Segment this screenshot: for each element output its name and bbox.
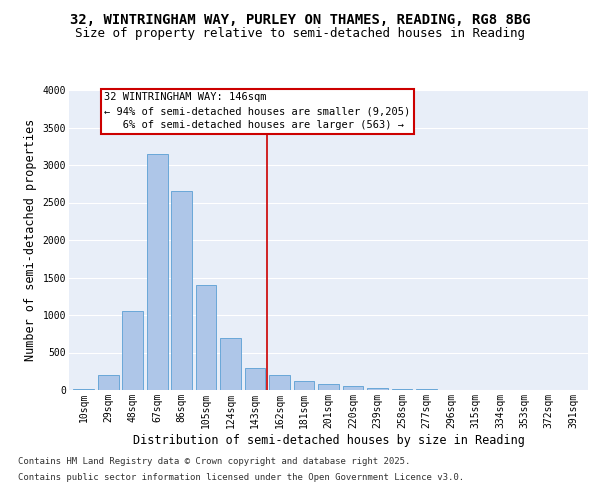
- Text: 32 WINTRINGHAM WAY: 146sqm
← 94% of semi-detached houses are smaller (9,205)
   : 32 WINTRINGHAM WAY: 146sqm ← 94% of semi…: [104, 92, 411, 130]
- Bar: [245, 368, 265, 390]
- Bar: [416, 389, 437, 390]
- Bar: [196, 285, 217, 390]
- Text: 32, WINTRINGHAM WAY, PURLEY ON THAMES, READING, RG8 8BG: 32, WINTRINGHAM WAY, PURLEY ON THAMES, R…: [70, 12, 530, 26]
- Bar: [367, 388, 388, 390]
- Bar: [220, 338, 241, 390]
- Bar: [343, 386, 364, 390]
- Text: Size of property relative to semi-detached houses in Reading: Size of property relative to semi-detach…: [75, 28, 525, 40]
- Bar: [269, 375, 290, 390]
- Text: Contains HM Land Registry data © Crown copyright and database right 2025.: Contains HM Land Registry data © Crown c…: [18, 458, 410, 466]
- Bar: [318, 384, 339, 390]
- Bar: [98, 375, 119, 390]
- Bar: [73, 389, 94, 390]
- Bar: [122, 311, 143, 390]
- X-axis label: Distribution of semi-detached houses by size in Reading: Distribution of semi-detached houses by …: [133, 434, 524, 446]
- Text: Contains public sector information licensed under the Open Government Licence v3: Contains public sector information licen…: [18, 472, 464, 482]
- Y-axis label: Number of semi-detached properties: Number of semi-detached properties: [24, 119, 37, 361]
- Bar: [293, 380, 314, 390]
- Bar: [147, 154, 167, 390]
- Bar: [392, 389, 412, 390]
- Bar: [171, 191, 192, 390]
